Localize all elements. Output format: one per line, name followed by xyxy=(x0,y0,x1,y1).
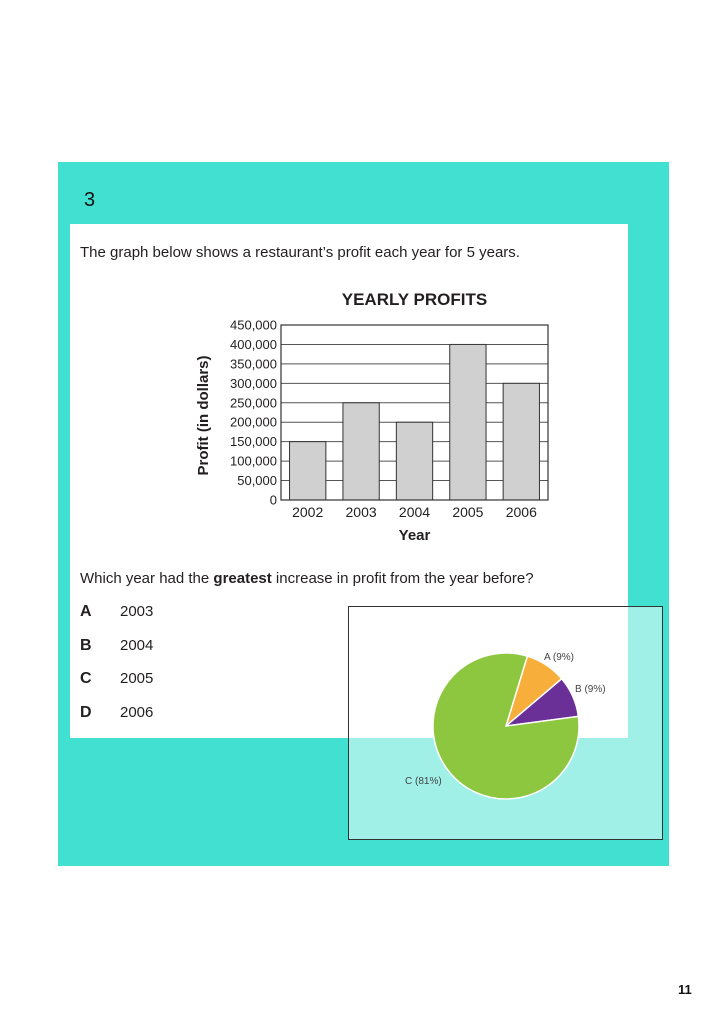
answer-option-b[interactable]: B 2004 xyxy=(80,637,153,655)
x-axis-label: Year xyxy=(399,527,431,544)
option-letter: B xyxy=(80,637,92,654)
chart-title: YEARLY PROFITS xyxy=(342,290,487,309)
option-letter: A xyxy=(80,603,92,620)
x-tick-label: 2004 xyxy=(399,504,430,520)
question-emphasis: greatest xyxy=(213,570,272,587)
answer-option-a[interactable]: A 2003 xyxy=(80,603,153,621)
y-tick-label: 0 xyxy=(270,493,277,508)
answer-option-c[interactable]: C 2005 xyxy=(80,670,153,688)
question-text-start: Which year had the xyxy=(80,570,214,587)
option-letter: D xyxy=(80,704,92,721)
y-tick-label: 50,000 xyxy=(237,473,277,488)
y-tick-label: 450,000 xyxy=(230,318,277,333)
pie-chart: A (9%) B (9%) C (81%) xyxy=(405,652,606,800)
y-tick-label: 150,000 xyxy=(230,434,277,449)
x-tick-label: 2002 xyxy=(292,504,323,520)
plot-frame xyxy=(280,324,549,501)
question-text-end: increase in profit from the year before? xyxy=(271,570,534,587)
y-tick-label: 250,000 xyxy=(230,395,277,410)
answer-option-d[interactable]: D 2006 xyxy=(80,704,153,722)
pie-slice-c xyxy=(432,652,580,800)
option-text: 2003 xyxy=(120,603,154,620)
y-tick-label: 400,000 xyxy=(230,337,277,352)
pie-label: B (9%) xyxy=(575,684,606,695)
bar-2003 xyxy=(342,402,380,501)
option-text: 2004 xyxy=(120,637,154,654)
pie-label: A (9%) xyxy=(544,652,574,663)
bar-2005 xyxy=(449,343,487,501)
y-tick-label: 350,000 xyxy=(230,356,277,371)
y-axis-label: Profit (in dollars) xyxy=(195,355,212,475)
pie-label: C (81%) xyxy=(405,776,442,787)
y-tick-label: 200,000 xyxy=(230,415,277,430)
x-tick-label: 2003 xyxy=(346,504,377,520)
x-tick-label: 2005 xyxy=(452,504,483,520)
page-number: 11 xyxy=(678,982,692,997)
question-prompt: The graph below shows a restaurant’s pro… xyxy=(80,244,520,261)
x-tick-label: 2006 xyxy=(506,504,537,520)
bar-chart: YEARLY PROFITS 0 50,000 100,000 150,000 200,0… xyxy=(195,290,549,544)
bar-2004 xyxy=(395,421,434,501)
question-text: Which year had the greatest increase in … xyxy=(80,570,534,587)
y-tick-label: 300,000 xyxy=(230,376,277,391)
bar-2002 xyxy=(289,441,327,501)
y-tick-label: 100,000 xyxy=(230,454,277,469)
option-text: 2005 xyxy=(120,670,154,687)
option-letter: C xyxy=(80,670,92,687)
bar-2006 xyxy=(502,382,540,501)
question-number: 3 xyxy=(84,189,96,211)
option-text: 2006 xyxy=(120,704,154,721)
